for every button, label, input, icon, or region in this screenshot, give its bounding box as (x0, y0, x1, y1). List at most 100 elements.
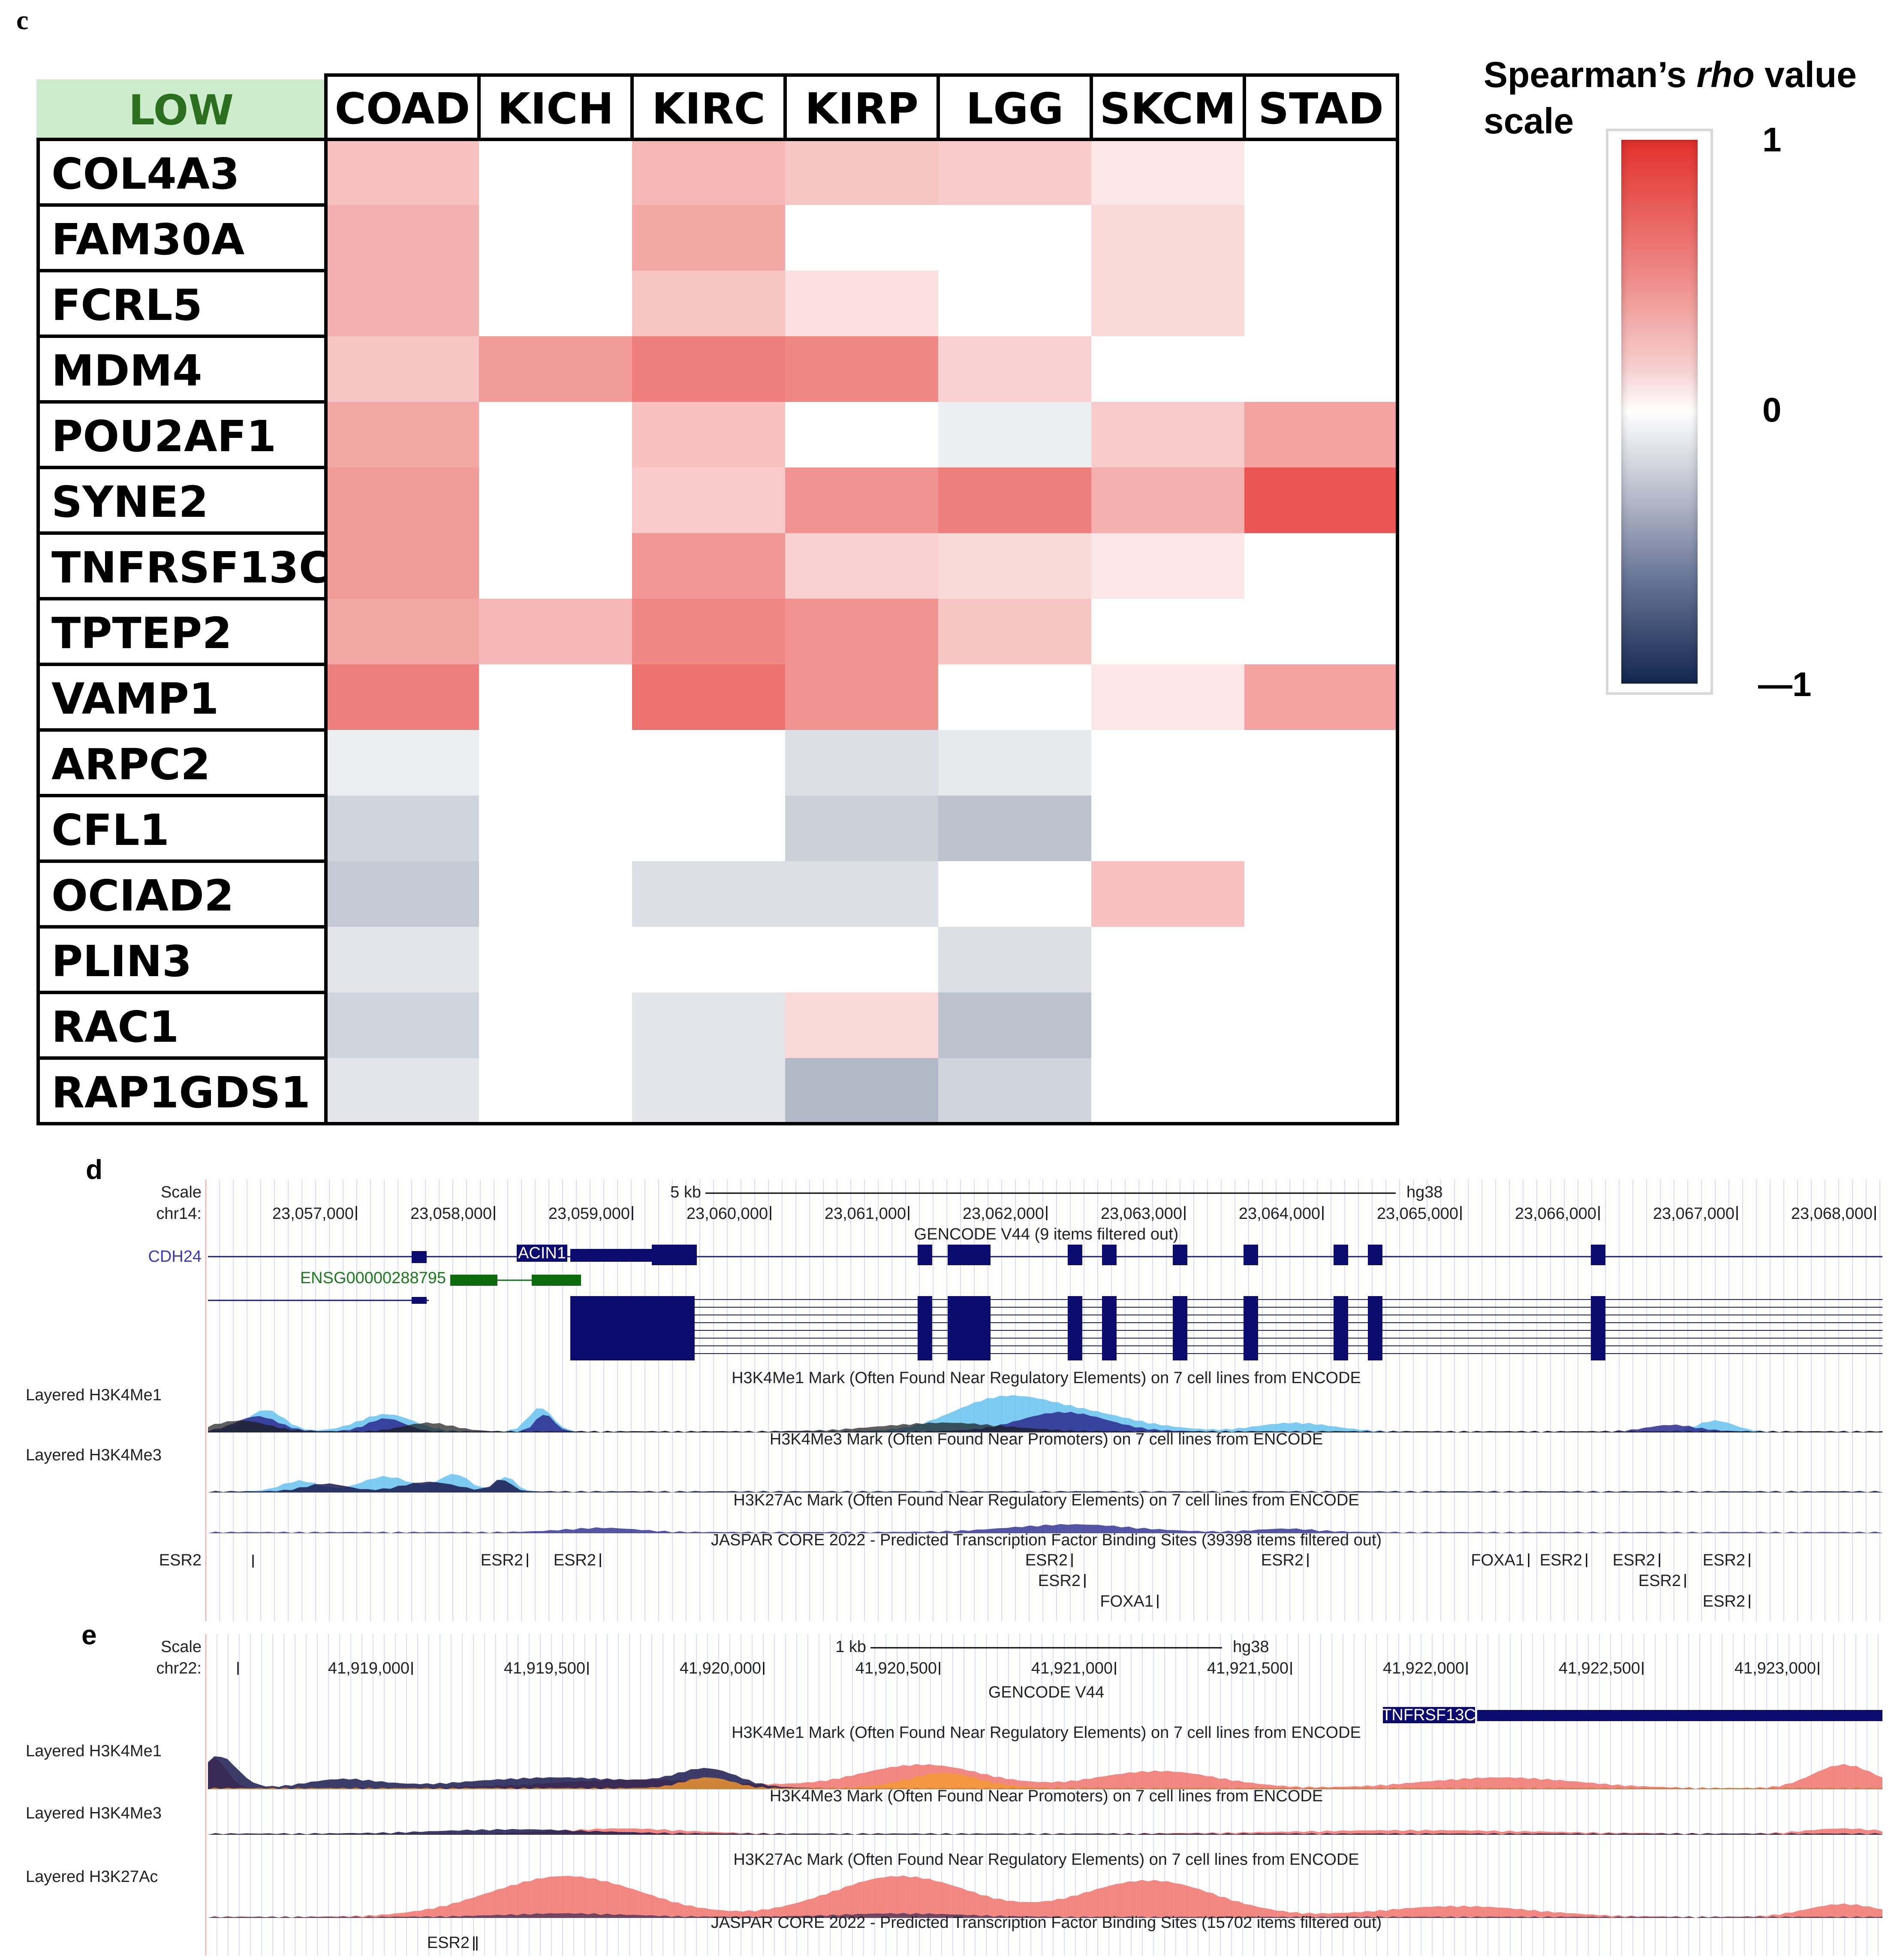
heatmap-cell-tnfrsf13c-lgg (938, 533, 1092, 599)
heatmap-cell-pou2af1-stad (1244, 402, 1398, 468)
heatmap-cell-pou2af1-skcm (1091, 402, 1245, 468)
heatmap-cell-syne2-kirp (785, 467, 939, 534)
scale-label: Scale (161, 1638, 202, 1656)
heatmap-cell-mdm4-stad (1244, 336, 1398, 402)
position-tick: 41,922,500 (1559, 1659, 1640, 1677)
heatmap-cell-cfl1-kirc (632, 796, 786, 862)
legend-title: Spearman’s rho value scale (1484, 51, 1857, 144)
gene-acin1-label: ACIN1 (518, 1244, 566, 1262)
track2-signal-b (208, 1480, 1882, 1493)
heatmap-cell-rap1gds1-skcm (1091, 1058, 1245, 1124)
heatmap-cell-tptep2-kich (479, 599, 632, 665)
corner-label: LOW (129, 86, 234, 134)
heatmap-cell-syne2-lgg (938, 467, 1092, 534)
track3-title: H3K27Ac Mark (Often Found Near Regulator… (733, 1851, 1359, 1869)
heatmap-cell-plin3-lgg (938, 927, 1092, 993)
heatmap-cell-syne2-skcm (1091, 467, 1245, 534)
row-label-rap1gds1: RAP1GDS1 (51, 1067, 310, 1118)
isoform-exon-block (1068, 1296, 1082, 1360)
chrom-label: chr22: (156, 1659, 202, 1677)
position-tick: 41,919,500 (504, 1659, 585, 1677)
track1-title: H3K4Me1 Mark (Often Found Near Regulator… (732, 1724, 1361, 1742)
heatmap-cell-fcrl5-kirc (632, 271, 786, 337)
track3-label: Layered H3K27Ac (26, 1868, 158, 1886)
col-header-kirp: KIRP (805, 84, 918, 134)
isoform-exon-block (1591, 1296, 1605, 1360)
heatmap-cell-ociad2-kirp (785, 861, 939, 927)
position-tick: 41,920,000 (680, 1659, 761, 1677)
heatmap-cell-tnfrsf13c-kirp (785, 533, 939, 599)
track1-signal-b (208, 1756, 1882, 1789)
heatmap-cell-tnfrsf13c-stad (1244, 533, 1398, 599)
heatmap-cell-vamp1-kirc (632, 664, 786, 730)
isoform-exon-block (1368, 1296, 1382, 1360)
heatmap-cell-plin3-skcm (1091, 927, 1245, 993)
position-tick: 23,060,000 (687, 1205, 768, 1223)
heatmap-cell-col4a3-stad (1244, 139, 1398, 205)
heatmap-cell-fam30a-stad (1244, 205, 1398, 271)
heatmap-cell-rap1gds1-stad (1244, 1058, 1398, 1124)
colorbar-gradient (1621, 140, 1698, 684)
heatmap-cell-rac1-stad (1244, 992, 1398, 1058)
scale-bar-label: 5 kb (670, 1183, 701, 1201)
isoform-exon-block (1102, 1296, 1117, 1360)
heatmap-cell-arpc2-coad (326, 730, 479, 796)
heatmap-cell-cfl1-kirp (785, 796, 939, 862)
heatmap-cell-fam30a-lgg (938, 205, 1092, 271)
tfbs-label: ESR2 (1038, 1572, 1081, 1590)
position-tick: 41,921,500 (1207, 1659, 1289, 1677)
isoform-exon-block (948, 1296, 991, 1360)
heatmap-cell-syne2-kirc (632, 467, 786, 534)
heatmap-cell-syne2-stad (1244, 467, 1398, 534)
track1-signal-c (208, 1420, 1882, 1432)
position-tick: 41,920,500 (855, 1659, 937, 1677)
heatmap-cell-fcrl5-stad (1244, 271, 1398, 337)
gene-acin1-exon (918, 1245, 932, 1265)
tfbs-label: ESR2 (1540, 1551, 1582, 1569)
track1-signal-b (208, 1411, 1882, 1432)
legend-title-scale: scale (1484, 101, 1574, 141)
heatmap-cell-ociad2-coad (326, 861, 479, 927)
row-label-fam30a: FAM30A (51, 214, 244, 265)
heatmap-cell-fam30a-coad (326, 205, 479, 271)
isoform-exon-block (1173, 1296, 1187, 1360)
heatmap-cell-pou2af1-kich (479, 402, 632, 468)
position-tick: 41,921,000 (1031, 1659, 1113, 1677)
gene-acin1-box (517, 1245, 567, 1262)
heatmap-cell-vamp1-kich (479, 664, 632, 730)
gene-acin1-exon (1173, 1245, 1187, 1265)
row-label-arpc2: ARPC2 (51, 739, 211, 790)
isoform-exon-block (918, 1296, 932, 1360)
track1-label: Layered H3K4Me1 (26, 1742, 162, 1760)
heatmap-cell-fam30a-skcm (1091, 205, 1245, 271)
position-tick: 23,061,000 (825, 1205, 906, 1223)
col-header-skcm: SKCM (1100, 84, 1236, 134)
heatmap-cell-ociad2-lgg (938, 861, 1092, 927)
heatmap-cell-rac1-coad (326, 992, 479, 1058)
rho-legend: Spearman’s rho value scale 1 0 —1 (1484, 51, 1870, 738)
heatmap-cell-mdm4-kirc (632, 336, 786, 402)
track1-title: H3K4Me1 Mark (Often Found Near Regulator… (732, 1369, 1361, 1387)
heatmap-cell-cfl1-lgg (938, 796, 1092, 862)
row-label-rac1: RAC1 (51, 1002, 179, 1052)
gencode-title: GENCODE V44 (988, 1683, 1104, 1701)
heatmap-cell-pou2af1-lgg (938, 402, 1092, 468)
heatmap-cell-arpc2-lgg (938, 730, 1092, 796)
heatmap-cell-ociad2-kirc (632, 861, 786, 927)
gene-acin1-exon (1244, 1245, 1258, 1265)
heatmap-cell-rac1-kirp (785, 992, 939, 1058)
heatmap-cell-tptep2-lgg (938, 599, 1092, 665)
heatmap-cell-mdm4-kich (479, 336, 632, 402)
row-label-syne2: SYNE2 (51, 477, 208, 527)
isoform-exon-block (570, 1296, 695, 1360)
row-label-pou2af1: POU2AF1 (51, 411, 276, 461)
heatmap-cell-vamp1-kirp (785, 664, 939, 730)
gene-acin1-exon (1068, 1245, 1082, 1265)
heatmap-cell-syne2-coad (326, 467, 479, 534)
gene-ensg-exon (532, 1275, 581, 1286)
tfbs-label: ESR2 (481, 1551, 523, 1569)
col-header-kirc: KIRC (652, 84, 765, 134)
assembly-label: hg38 (1406, 1183, 1443, 1201)
gene-cdh24-exon (412, 1251, 427, 1263)
position-tick: 23,062,000 (963, 1205, 1044, 1223)
